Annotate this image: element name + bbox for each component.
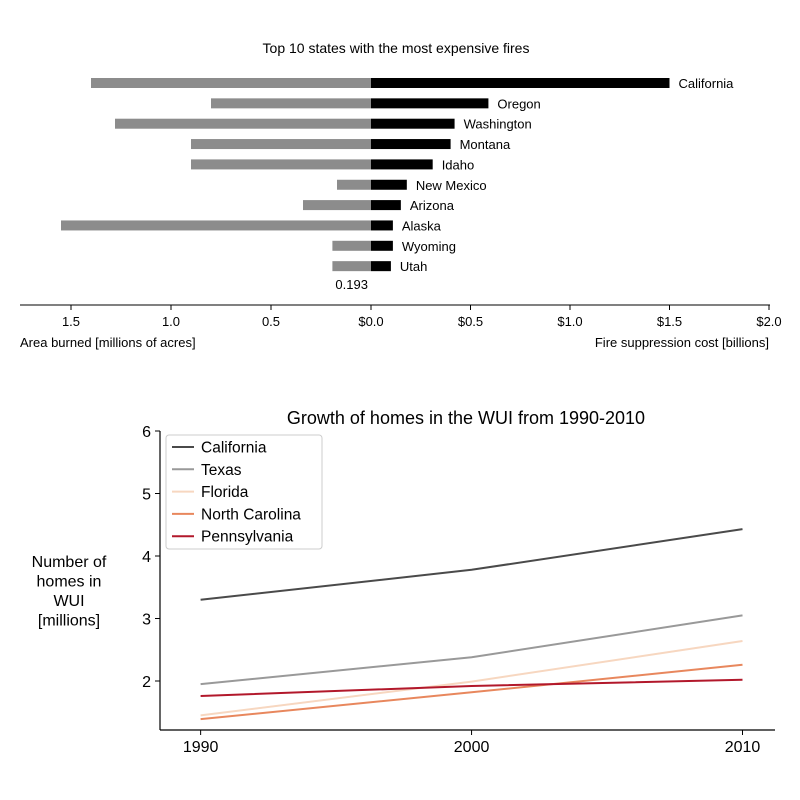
y-tick-label: 6 — [142, 424, 151, 441]
area-bar-wyoming — [332, 240, 371, 251]
left-axis-label: Area burned [millions of acres] — [20, 335, 196, 350]
y-axis-label: Number of homes in WUI [millions] — [32, 554, 107, 630]
annotation-value: 0.193 — [335, 277, 368, 292]
area-bar-new-mexico — [337, 179, 371, 190]
y-tick-label: 2 — [142, 674, 151, 691]
right-axis-label: Fire suppression cost [billions] — [595, 335, 769, 350]
cost-bar-utah — [371, 261, 391, 272]
cost-bar-washington — [371, 118, 455, 129]
wui-growth-chart: Growth of homes in the WUI from 1990-201… — [32, 408, 775, 756]
area-bar-alaska — [61, 220, 371, 231]
y-axis-label-line: WUI — [53, 593, 84, 610]
legend-label-north-carolina: North Carolina — [201, 506, 301, 523]
legend-label-texas: Texas — [201, 462, 242, 479]
state-label-wyoming: Wyoming — [402, 239, 456, 254]
area-bar-oregon — [211, 98, 371, 109]
state-label-utah: Utah — [400, 259, 427, 274]
y-axis-label-line: [millions] — [38, 613, 100, 630]
x-axis: 1.5 1.0 0.5 $0.0 $0.5 $1.0 $1.5 $2.0 — [20, 304, 782, 329]
x-tick-label: 0.5 — [262, 314, 280, 329]
state-label-new-mexico: New Mexico — [416, 178, 487, 193]
cost-bar-wyoming — [371, 240, 393, 251]
line-north-carolina — [200, 663, 743, 721]
legend-label-california: California — [201, 440, 267, 457]
state-label-oregon: Oregon — [497, 96, 540, 111]
chart-title: Top 10 states with the most expensive fi… — [263, 40, 530, 56]
area-bar-washington — [115, 118, 371, 129]
series-lines — [200, 528, 743, 721]
line-california — [200, 528, 743, 601]
area-bar-california — [91, 78, 371, 88]
x-tick-label: $2.0 — [756, 314, 781, 329]
line-florida — [200, 640, 743, 717]
area-bar-utah — [332, 261, 371, 272]
area-bar-idaho — [191, 159, 371, 170]
x-tick-label: 2000 — [454, 739, 490, 756]
cost-bar-california — [371, 78, 670, 88]
line-pennsylvania — [200, 678, 743, 697]
legend: California Texas Florida North Carolina Penn… — [165, 434, 323, 550]
x-tick-label: 1.0 — [162, 314, 180, 329]
x-tick-label: 1990 — [183, 739, 219, 756]
cost-bar-alaska — [371, 220, 393, 231]
area-bar-arizona — [303, 200, 371, 211]
legend-label-florida: Florida — [201, 484, 249, 501]
bar-group: California Oregon Washington Montana Idaho Ne… — [61, 76, 734, 292]
axes: 2 3 4 5 6 1990 2000 2010 — [142, 424, 775, 756]
state-label-montana: Montana — [460, 137, 511, 152]
x-tick-label: 1.5 — [62, 314, 80, 329]
line-texas — [200, 614, 743, 686]
x-tick-label: 2010 — [725, 739, 761, 756]
y-axis-label-line: homes in — [37, 574, 102, 591]
y-axis-label-line: Number of — [32, 554, 107, 571]
cost-bar-arizona — [371, 200, 401, 211]
cost-bar-new-mexico — [371, 179, 407, 190]
x-tick-label: $0.5 — [458, 314, 483, 329]
x-tick-label: $1.0 — [557, 314, 582, 329]
chart-title: Growth of homes in the WUI from 1990-201… — [287, 408, 645, 428]
legend-label-pennsylvania: Pennsylvania — [201, 529, 294, 546]
cost-bar-montana — [371, 139, 451, 150]
state-label-washington: Washington — [464, 117, 532, 132]
legend-box — [165, 434, 323, 550]
y-tick-label: 3 — [142, 612, 151, 629]
y-tick-label: 4 — [142, 549, 151, 566]
state-label-idaho: Idaho — [442, 157, 475, 172]
state-label-california: California — [679, 76, 735, 91]
state-label-arizona: Arizona — [410, 198, 455, 213]
cost-bar-idaho — [371, 159, 433, 170]
state-label-alaska: Alaska — [402, 218, 442, 233]
fire-cost-chart: Top 10 states with the most expensive fi… — [20, 40, 782, 350]
area-bar-montana — [191, 139, 371, 150]
y-tick-label: 5 — [142, 487, 151, 504]
x-tick-label: $1.5 — [657, 314, 682, 329]
x-tick-label: $0.0 — [358, 314, 383, 329]
cost-bar-oregon — [371, 98, 489, 109]
